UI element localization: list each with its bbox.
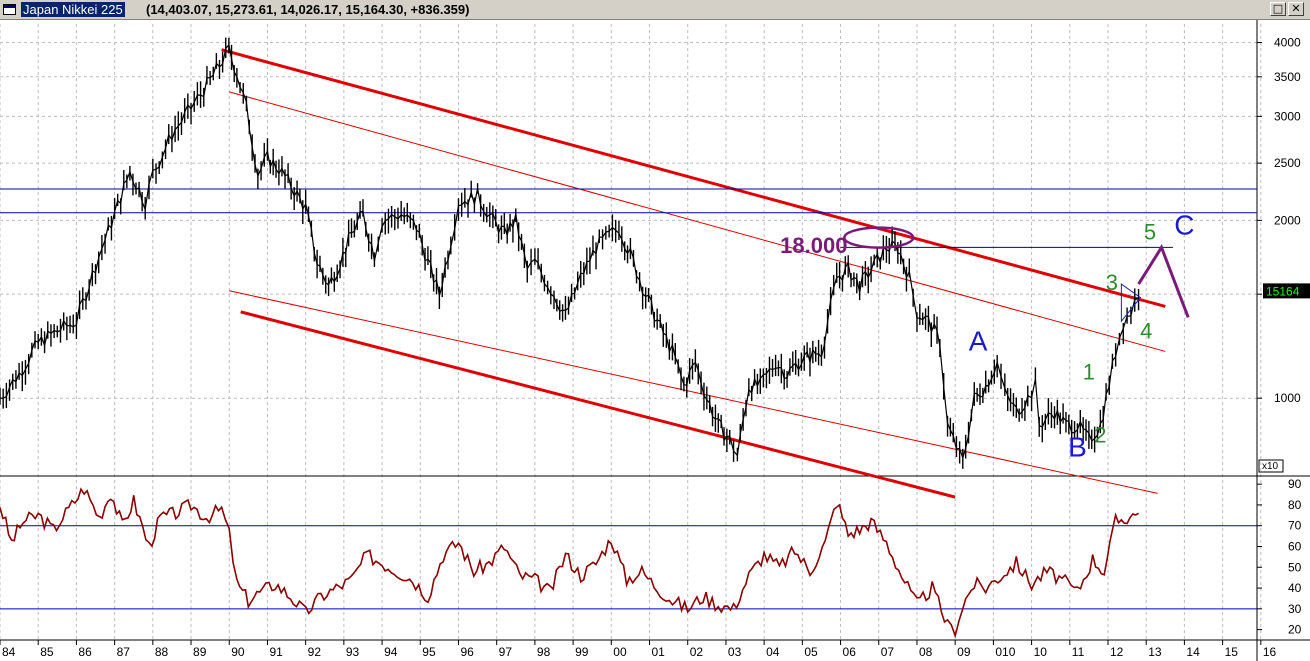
x-tick-label: 11 [1072, 645, 1085, 659]
restore-button[interactable]: □ [1270, 2, 1286, 16]
x-tick-label: 13 [1148, 645, 1162, 659]
y-tick-label: 4000 [1274, 36, 1301, 50]
wave-2-label: 2 [1094, 423, 1106, 448]
grid [0, 24, 1262, 640]
x-tick-label: 91 [269, 645, 283, 659]
x-tick-label: 12 [1110, 645, 1124, 659]
x-tick-label: 16 [1263, 645, 1277, 659]
x-tick-label: 95 [422, 645, 436, 659]
x-tick-label: 09 [957, 645, 971, 659]
price-line [0, 43, 1139, 460]
lower-channel [240, 310, 956, 499]
close-button[interactable]: ✕ [1288, 2, 1304, 16]
x-tick-label: 14 [1186, 645, 1200, 659]
x-tick-label: 10 [1034, 645, 1048, 659]
x-tick-label: 97 [499, 645, 513, 659]
mid-channel-1 [229, 91, 1166, 352]
x-tick-label: 96 [460, 645, 474, 659]
rsi-series [0, 487, 1257, 639]
x-tick-label: 87 [117, 645, 131, 659]
x-tick-label: 02 [690, 645, 704, 659]
level-18000-label: 18.000 [780, 233, 847, 258]
x-tick-label: 05 [804, 645, 818, 659]
x-tick-label: 00 [613, 645, 627, 659]
x-tick-label: 89 [193, 645, 207, 659]
rsi-tick-label: 70 [1288, 519, 1302, 533]
x-tick-label: 84 [2, 645, 16, 659]
triangle-pattern [1120, 283, 1142, 323]
wave-1-label: 1 [1083, 360, 1095, 385]
rsi-tick-label: 40 [1288, 581, 1302, 595]
rsi-tick-label: 80 [1288, 498, 1302, 512]
axes: 84 85 86 87 88 89 90 91 92 93 94 95 96 97 98 99 00 01 02 03… [0, 36, 1310, 659]
x-tick-label: 15 [1225, 645, 1239, 659]
rsi-tick-label: 60 [1288, 539, 1302, 553]
y-tick-label: 2500 [1274, 156, 1301, 170]
rsi-line [0, 487, 1140, 639]
y-multiplier-label: x10 [1262, 461, 1279, 472]
y-tick-label: 1000 [1274, 391, 1301, 405]
annotations: 18.000 A B C 1 2 34 5 [780, 209, 1194, 462]
y-tick-label: 2000 [1274, 213, 1301, 227]
upper-channel [221, 48, 1166, 308]
quote-readout: (14,403.07, 15,273.61, 14,026.17, 15,164… [146, 2, 470, 17]
last-value-label: 15164 [1266, 284, 1300, 298]
window-title: Japan Nikkei 225 [21, 2, 125, 17]
channel-lines [221, 48, 1166, 499]
chart-frame [0, 20, 1310, 661]
x-tick-label: 010 [995, 645, 1015, 659]
rsi-tick-label: 30 [1288, 602, 1302, 616]
x-tick-label: 86 [78, 645, 92, 659]
rsi-tick-label: 50 [1288, 560, 1302, 574]
x-tick-label: 94 [384, 645, 398, 659]
x-tick-label: 98 [537, 645, 551, 659]
top-ellipse [843, 226, 915, 249]
wave-C-label: C [1174, 209, 1194, 240]
wave-5-label: 5 [1144, 219, 1156, 244]
wave-3-label: 3 [1106, 270, 1118, 295]
y-tick-label: 3000 [1274, 109, 1301, 123]
x-tick-label: 99 [575, 645, 589, 659]
window-titlebar: Japan Nikkei 225 (14,403.07, 15,273.61, … [0, 0, 1310, 20]
y-tick-label: 3500 [1274, 70, 1301, 84]
x-tick-label: 01 [652, 645, 666, 659]
x-tick-label: 08 [919, 645, 933, 659]
wave-A-label: A [969, 325, 988, 356]
mid-channel-2 [229, 290, 1158, 494]
x-tick-label: 88 [155, 645, 169, 659]
horizontal-lines [0, 188, 1257, 248]
x-tick-label: 03 [728, 645, 742, 659]
wave-4-label: 4 [1140, 319, 1152, 344]
x-tick-label: 92 [308, 645, 322, 659]
wave-projection [1137, 244, 1190, 318]
rsi-tick-label: 20 [1288, 623, 1302, 637]
price-series [0, 37, 1140, 469]
x-tick-label: 93 [346, 645, 360, 659]
x-tick-label: 04 [766, 645, 780, 659]
window-icon[interactable] [3, 4, 16, 15]
x-tick-label: 06 [843, 645, 857, 659]
rsi-tick-label: 90 [1288, 477, 1302, 491]
y-multiplier-box [1258, 459, 1284, 473]
x-tick-label: 85 [40, 645, 54, 659]
x-tick-label: 90 [231, 645, 245, 659]
last-value-box [1263, 283, 1310, 299]
x-tick-label: 07 [881, 645, 895, 659]
wave-B-label: B [1068, 431, 1087, 462]
